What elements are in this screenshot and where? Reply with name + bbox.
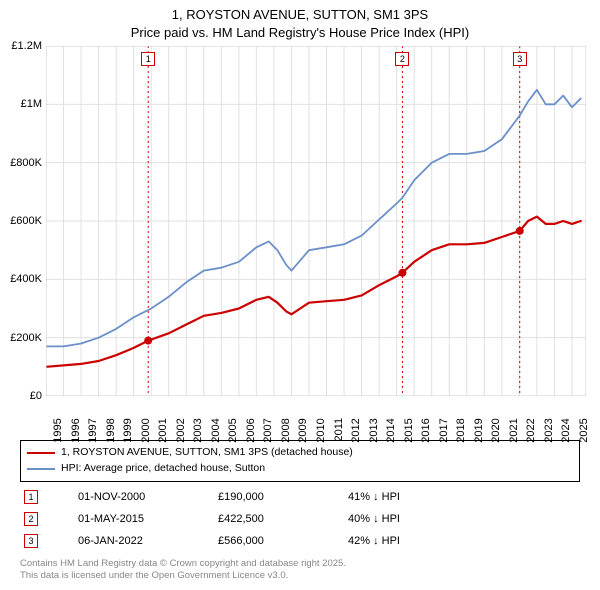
transaction-marker: 2 <box>24 512 38 526</box>
table-row: 1 01-NOV-2000 £190,000 41% ↓ HPI <box>20 486 580 508</box>
transaction-delta: 40% ↓ HPI <box>348 513 468 525</box>
chart-title: 1, ROYSTON AVENUE, SUTTON, SM1 3PS Price… <box>0 0 600 42</box>
y-tick-label: £600K <box>10 215 42 227</box>
transaction-date: 01-MAY-2015 <box>78 513 218 525</box>
x-tick-label: 2011 <box>332 418 344 442</box>
legend-label: HPI: Average price, detached house, Sutt… <box>61 461 265 477</box>
y-tick-label: £0 <box>30 390 42 402</box>
x-tick-label: 2025 <box>578 418 590 442</box>
vline-marker-box: 2 <box>395 52 409 66</box>
footer-attribution: Contains HM Land Registry data © Crown c… <box>20 558 580 583</box>
transaction-delta: 41% ↓ HPI <box>348 491 468 503</box>
chart-container: 1, ROYSTON AVENUE, SUTTON, SM1 3PS Price… <box>0 0 600 590</box>
title-line-1: 1, ROYSTON AVENUE, SUTTON, SM1 3PS <box>0 6 600 24</box>
table-row: 3 06-JAN-2022 £566,000 42% ↓ HPI <box>20 530 580 552</box>
transaction-date: 06-JAN-2022 <box>78 535 218 547</box>
transaction-price: £566,000 <box>218 535 348 547</box>
chart-svg <box>46 46 586 396</box>
transaction-date: 01-NOV-2000 <box>78 491 218 503</box>
plot-area: £0£200K£400K£600K£800K£1M£1.2M1995199619… <box>46 46 586 396</box>
y-tick-label: £200K <box>10 332 42 344</box>
footer-line-2: This data is licensed under the Open Gov… <box>20 570 580 582</box>
title-line-2: Price paid vs. HM Land Registry's House … <box>0 24 600 42</box>
y-tick-label: £1.2M <box>11 40 42 52</box>
legend-swatch <box>27 468 55 470</box>
transaction-delta: 42% ↓ HPI <box>348 535 468 547</box>
footer-line-1: Contains HM Land Registry data © Crown c… <box>20 558 580 570</box>
legend-item: 1, ROYSTON AVENUE, SUTTON, SM1 3PS (deta… <box>27 445 573 461</box>
transaction-price: £190,000 <box>218 491 348 503</box>
legend-item: HPI: Average price, detached house, Sutt… <box>27 461 573 477</box>
legend-label: 1, ROYSTON AVENUE, SUTTON, SM1 3PS (deta… <box>61 445 353 461</box>
transaction-marker: 1 <box>24 490 38 504</box>
y-tick-label: £800K <box>10 157 42 169</box>
legend-swatch <box>27 452 55 454</box>
transactions-table: 1 01-NOV-2000 £190,000 41% ↓ HPI 2 01-MA… <box>20 486 580 552</box>
vline-marker-box: 3 <box>513 52 527 66</box>
y-tick-label: £1M <box>21 98 42 110</box>
transaction-price: £422,500 <box>218 513 348 525</box>
vline-marker-box: 1 <box>141 52 155 66</box>
legend: 1, ROYSTON AVENUE, SUTTON, SM1 3PS (deta… <box>20 440 580 482</box>
table-row: 2 01-MAY-2015 £422,500 40% ↓ HPI <box>20 508 580 530</box>
transaction-marker: 3 <box>24 534 38 548</box>
y-tick-label: £400K <box>10 273 42 285</box>
